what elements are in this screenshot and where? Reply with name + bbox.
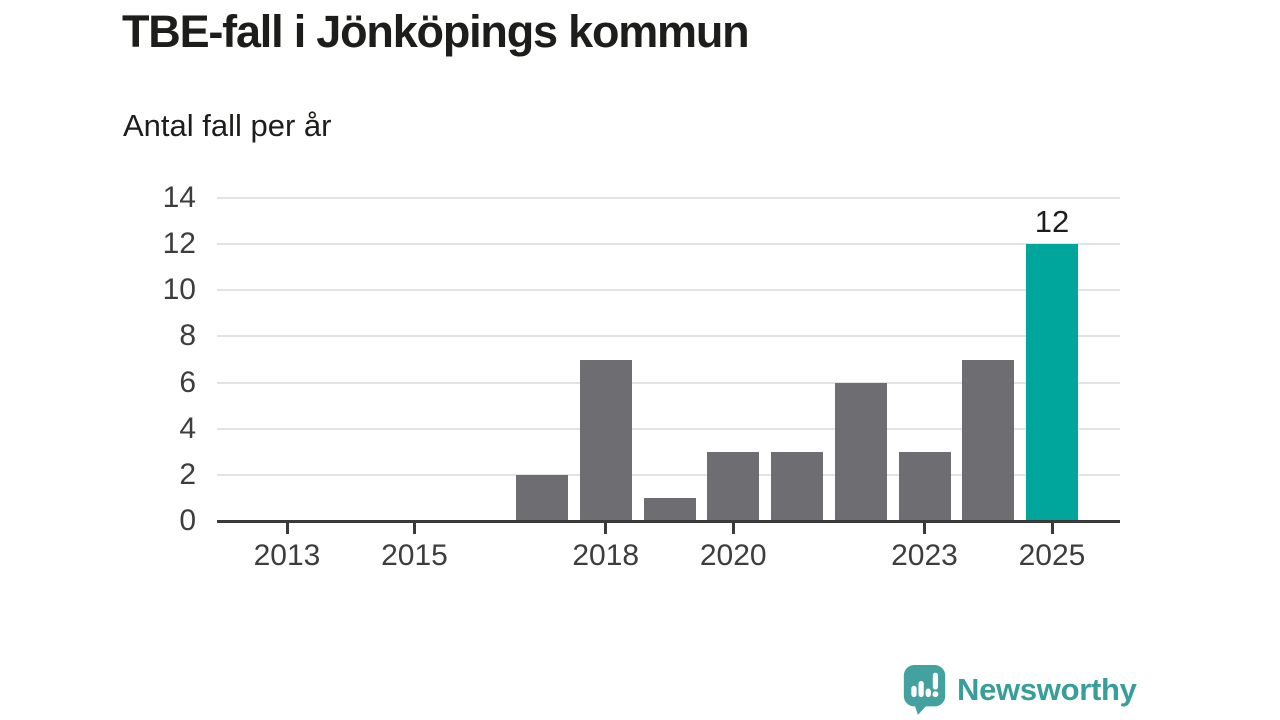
bar-2022	[834, 382, 887, 521]
x-axis-tick-label: 2023	[891, 539, 958, 572]
y-axis-tick-label: 2	[179, 457, 196, 491]
y-axis-tick-label: 0	[179, 504, 196, 537]
gridline-y4	[217, 427, 1120, 430]
x-axis-tick-label: 2020	[699, 539, 767, 572]
y-axis-tick-label: 4	[179, 411, 196, 445]
y-axis-tick-label: 8	[179, 319, 196, 353]
x-axis-tick-label: 2018	[572, 539, 640, 572]
y-axis-tick-label: 6	[179, 365, 196, 399]
bar-2019	[643, 497, 696, 521]
bar-2024	[962, 359, 1015, 521]
bar-2018	[579, 359, 632, 521]
bar-2021	[771, 451, 823, 521]
newsworthy-logo-text: Newsworthy	[957, 671, 1137, 707]
gridline-y14	[217, 197, 1120, 199]
x-axis-tickmark	[604, 523, 608, 534]
gridline-y10	[217, 289, 1120, 292]
x-axis-tick-label: 2025	[1018, 539, 1086, 572]
x-axis-tickmark	[923, 523, 926, 534]
x-axis-tick-label: 2015	[381, 539, 448, 572]
y-axis-tick-label: 14	[162, 181, 196, 214]
gridline-y12	[217, 243, 1120, 246]
chart-title: TBE-fall i Jönköpings kommun	[122, 6, 750, 57]
x-axis-tickmark	[1050, 523, 1054, 534]
bar-value-label-2025: 12	[1034, 204, 1070, 240]
y-axis-tick-label: 12	[162, 227, 196, 261]
newsworthy-speech-bubble-bar-chart-icon	[903, 665, 946, 715]
bar-2023	[898, 451, 951, 521]
x-axis-tickmark	[285, 523, 289, 534]
x-axis-tickmark	[413, 523, 416, 534]
bar-2025	[1026, 244, 1078, 521]
gridline-y6	[217, 381, 1120, 384]
y-axis-tick-label: 10	[162, 273, 196, 307]
bar-2017	[516, 474, 568, 521]
newsworthy-logo: Newsworthy	[901, 663, 1137, 716]
chart-subtitle: Antal fall per år	[123, 108, 332, 143]
gridline-y2	[217, 473, 1120, 476]
x-axis-tick-label: 2013	[253, 539, 321, 572]
bar-2020	[707, 451, 760, 521]
x-axis-tickmark	[731, 523, 735, 534]
gridline-y8	[217, 335, 1120, 338]
x-axis-line	[217, 520, 1120, 523]
